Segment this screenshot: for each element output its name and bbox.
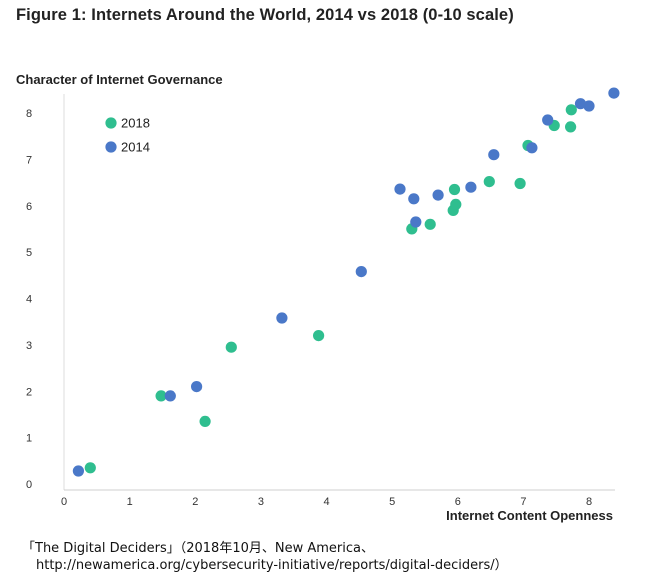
y-tick-label: 1	[26, 433, 32, 445]
point-2014	[410, 216, 422, 228]
point-2018	[313, 330, 325, 342]
point-2018	[514, 177, 526, 190]
y-tick-label: 0	[26, 479, 32, 491]
y-tick-labels: 0 1 2 3 4 5 6 7 8	[26, 108, 32, 491]
data-points	[72, 87, 620, 477]
x-tick-label: 5	[389, 496, 395, 508]
point-2018	[448, 183, 461, 196]
y-axis-label: Character of Internet Governance	[16, 72, 223, 87]
legend-marker-2018	[105, 117, 117, 129]
point-2014	[432, 189, 444, 201]
point-2014	[574, 98, 587, 110]
x-tick-label: 1	[127, 496, 133, 508]
y-tick-label: 7	[26, 154, 32, 166]
point-2014	[583, 100, 595, 112]
x-tick-label: 8	[586, 496, 592, 508]
point-2018	[84, 462, 96, 474]
figure-title: Figure 1: Internets Around the World, 20…	[16, 6, 514, 24]
scatter-chart: Character of Internet Governance Interne…	[16, 72, 620, 523]
point-2014	[191, 381, 203, 393]
point-2018	[225, 341, 237, 353]
point-2018	[483, 176, 495, 188]
point-2018	[450, 198, 462, 210]
x-axis-label: Internet Content Openness	[446, 508, 613, 523]
source-caption: 「The Digital Deciders」（2018年10月、New Amer…	[22, 540, 508, 574]
point-2014	[608, 87, 620, 99]
x-tick-label: 3	[258, 496, 264, 508]
point-2014	[72, 465, 84, 477]
x-tick-labels: 0 1 2 3 4 5 6 7 8	[61, 496, 592, 508]
x-tick-label: 7	[520, 496, 526, 508]
point-2018	[199, 415, 211, 427]
x-tick-label: 2	[192, 496, 198, 508]
point-2018	[155, 390, 167, 402]
point-2014	[408, 193, 420, 205]
legend-marker-2014	[105, 141, 117, 153]
y-tick-label: 2	[26, 386, 32, 398]
y-tick-label: 8	[26, 108, 32, 120]
y-tick-label: 5	[26, 247, 32, 259]
caption-line1: 「The Digital Deciders」（2018年10月、New Amer…	[22, 541, 374, 556]
point-2014	[164, 390, 176, 402]
caption-url: http://newamerica.org/cybersecurity-init…	[36, 558, 508, 573]
point-2014	[465, 181, 477, 193]
y-tick-label: 4	[26, 294, 32, 306]
y-tick-label: 3	[26, 340, 32, 352]
legend-label-2014: 2014	[121, 140, 150, 155]
point-2018	[565, 104, 577, 116]
y-tick-label: 6	[26, 201, 32, 213]
x-tick-label: 0	[61, 496, 67, 508]
legend: 2018 2014	[105, 116, 150, 155]
point-2018	[565, 121, 577, 133]
point-2014	[526, 142, 538, 154]
point-2014	[394, 183, 406, 195]
point-2014	[488, 149, 500, 161]
legend-label-2018: 2018	[121, 116, 150, 131]
x-tick-label: 4	[323, 496, 329, 508]
x-tick-label: 6	[455, 496, 461, 508]
point-2014	[542, 114, 554, 126]
point-2018	[424, 218, 436, 230]
point-2014	[276, 312, 288, 324]
point-2014	[355, 266, 367, 278]
